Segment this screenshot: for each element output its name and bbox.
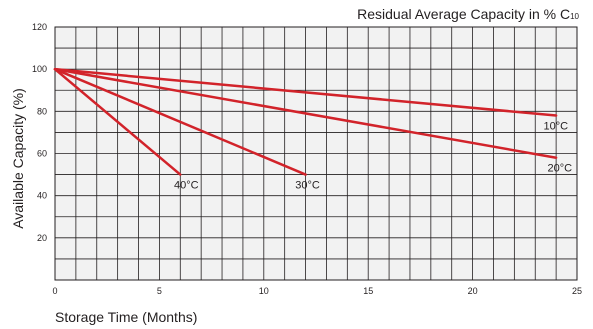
y-tick-label: 100 — [32, 64, 47, 74]
x-tick-label: 15 — [363, 286, 373, 296]
y-tick-label: 80 — [37, 106, 47, 116]
grid-lines — [55, 27, 577, 280]
series-line — [53, 67, 558, 117]
y-axis-label: Available Capacity (%) — [10, 88, 26, 229]
y-tick-label: 60 — [37, 149, 47, 159]
x-tick-label: 0 — [52, 286, 57, 296]
chart-title-subscript: 10 — [570, 12, 579, 21]
series-line — [53, 67, 558, 159]
x-tick-label: 20 — [468, 286, 478, 296]
series-label: 40°C — [174, 180, 199, 192]
x-axis-label: Storage Time (Months) — [55, 309, 197, 325]
chart-title-main: Residual Average Capacity in % C — [357, 6, 571, 22]
x-tick-label: 10 — [259, 286, 269, 296]
series-label: 10°C — [544, 121, 569, 133]
series-label: 30°C — [295, 180, 320, 192]
x-tick-labels: 0 5 10 15 20 25 — [52, 286, 582, 296]
chart-title: Residual Average Capacity in % C10 — [357, 6, 579, 22]
series-label: 20°C — [548, 163, 573, 175]
series-lines — [53, 67, 558, 176]
y-tick-label: 20 — [37, 233, 47, 243]
series-line — [53, 67, 182, 176]
x-tick-label: 5 — [157, 286, 162, 296]
y-tick-label: 120 — [32, 22, 47, 32]
y-tick-label: 40 — [37, 191, 47, 201]
series-labels: 10°C 20°C 30°C 40°C — [174, 121, 572, 192]
x-tick-label: 25 — [572, 286, 582, 296]
y-tick-labels: 20 40 60 80 100 120 — [32, 22, 47, 243]
series-line — [53, 67, 307, 176]
